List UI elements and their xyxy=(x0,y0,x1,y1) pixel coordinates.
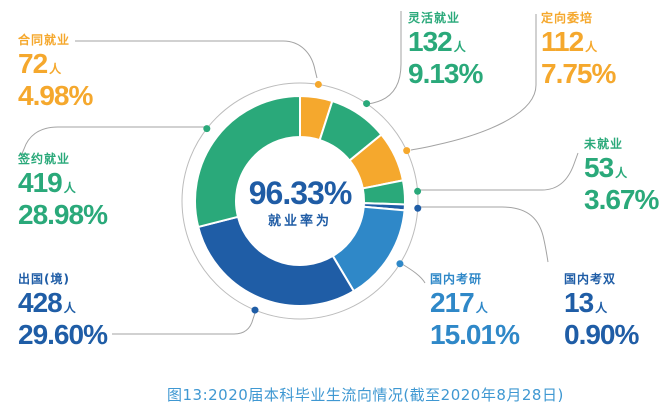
slice-dot-1 xyxy=(363,100,371,108)
slice-dot-0 xyxy=(314,80,322,88)
leader-line-6 xyxy=(112,312,256,335)
slice-label-unemployed: 未就业 53 人 3.67% xyxy=(584,137,659,215)
slice-count-unit: 人 xyxy=(453,40,466,54)
slice-label-flexible-employment: 灵活就业 132 人 9.13% xyxy=(408,11,483,89)
slice-count-unit: 人 xyxy=(475,301,488,315)
slice-count: 112 人 xyxy=(541,26,598,57)
slice-count: 132 人 xyxy=(408,26,466,57)
leader-line-4 xyxy=(420,206,549,263)
slice-dot-7 xyxy=(203,125,211,133)
slice-label-domestic-dual-degree: 国内考双 13 人 0.90% xyxy=(564,272,639,350)
slice-count-unit: 人 xyxy=(595,301,608,315)
slice-count: 53 人 xyxy=(584,152,628,183)
slice-name: 签约就业 xyxy=(18,152,71,166)
slice-count: 72 人 xyxy=(18,48,62,79)
slice-count-unit: 人 xyxy=(63,301,76,315)
slice-count: 419 人 xyxy=(18,167,76,198)
slice-percent: 29.60% xyxy=(18,319,108,350)
slice-label-contract-employment: 合同就业 72 人 4.98% xyxy=(18,33,93,111)
slice-name: 出国(境) xyxy=(18,272,70,286)
slice-percent: 9.13% xyxy=(408,58,483,89)
leader-line-1 xyxy=(367,11,402,105)
leader-line-2 xyxy=(410,14,537,151)
slice-label-going-abroad: 出国(境) 428 人 29.60% xyxy=(18,272,108,350)
slice-dot-4 xyxy=(414,204,422,212)
slice-label-signed-employment: 签约就业 419 人 28.98% xyxy=(18,152,108,230)
figure-caption: 图13:2020届本科毕业生流向情况(截至2020年8月28日) xyxy=(167,386,564,404)
leader-line-7 xyxy=(20,126,206,157)
slice-dot-5 xyxy=(396,260,404,268)
slice-count: 13 人 xyxy=(564,287,608,318)
slice-percent: 15.01% xyxy=(430,319,520,350)
slice-name: 合同就业 xyxy=(18,33,71,47)
slice-dot-3 xyxy=(414,187,422,195)
slice-count-unit: 人 xyxy=(49,62,62,76)
slice-dot-6 xyxy=(251,306,259,314)
slice-name: 定向委培 xyxy=(541,11,594,25)
slice-name: 国内考双 xyxy=(564,272,617,286)
donut-slice-7 xyxy=(194,95,301,228)
slice-percent: 4.98% xyxy=(18,80,93,111)
slice-count: 217 人 xyxy=(430,287,488,318)
leader-line-5 xyxy=(401,263,426,284)
employment-rate-caption: 就业率为 xyxy=(267,214,332,229)
slice-label-domestic-postgraduate: 国内考研 217 人 15.01% xyxy=(430,272,520,350)
employment-rate-value: 96.33% xyxy=(248,175,353,211)
slice-name: 国内考研 xyxy=(430,272,483,286)
slice-percent: 0.90% xyxy=(564,319,639,350)
slice-count-unit: 人 xyxy=(63,181,76,195)
slice-percent: 28.98% xyxy=(18,199,108,230)
donut-center: 96.33% 就业率为 xyxy=(200,176,400,229)
slice-count-unit: 人 xyxy=(615,166,628,180)
slice-name: 未就业 xyxy=(584,137,624,151)
slice-count-unit: 人 xyxy=(585,40,598,54)
slice-label-directed-training: 定向委培 112 人 7.75% xyxy=(541,11,616,89)
slice-count: 428 人 xyxy=(18,287,76,318)
slice-percent: 3.67% xyxy=(584,184,659,215)
donut-guide-circle xyxy=(181,82,419,320)
leader-line-3 xyxy=(420,152,579,191)
slice-dot-2 xyxy=(403,147,411,155)
leader-line-0 xyxy=(75,40,318,79)
slice-percent: 7.75% xyxy=(541,58,616,89)
donut-slice-6 xyxy=(197,215,355,307)
slice-name: 灵活就业 xyxy=(408,11,461,25)
